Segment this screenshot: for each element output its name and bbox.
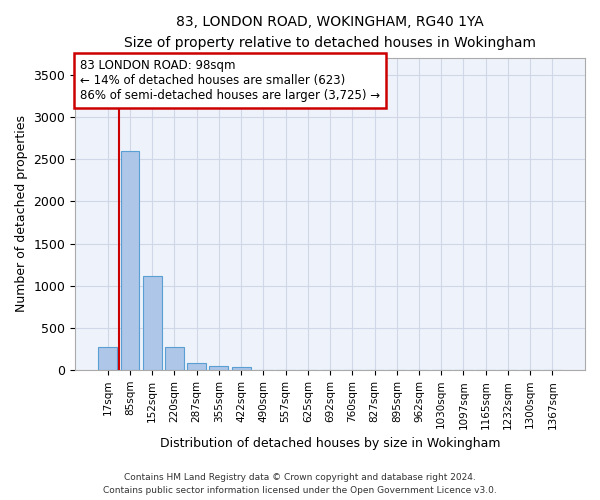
Bar [209,366,229,370]
Bar [98,348,117,370]
X-axis label: Distribution of detached houses by size in Wokingham: Distribution of detached houses by size … [160,437,500,450]
Bar [187,362,206,370]
Bar [121,150,139,370]
Bar [143,276,161,370]
Text: Contains HM Land Registry data © Crown copyright and database right 2024.
Contai: Contains HM Land Registry data © Crown c… [103,474,497,495]
Text: 83 LONDON ROAD: 98sqm
← 14% of detached houses are smaller (623)
86% of semi-det: 83 LONDON ROAD: 98sqm ← 14% of detached … [80,60,380,102]
Bar [232,367,251,370]
Y-axis label: Number of detached properties: Number of detached properties [15,116,28,312]
Title: 83, LONDON ROAD, WOKINGHAM, RG40 1YA
Size of property relative to detached house: 83, LONDON ROAD, WOKINGHAM, RG40 1YA Siz… [124,15,536,50]
Bar [165,346,184,370]
